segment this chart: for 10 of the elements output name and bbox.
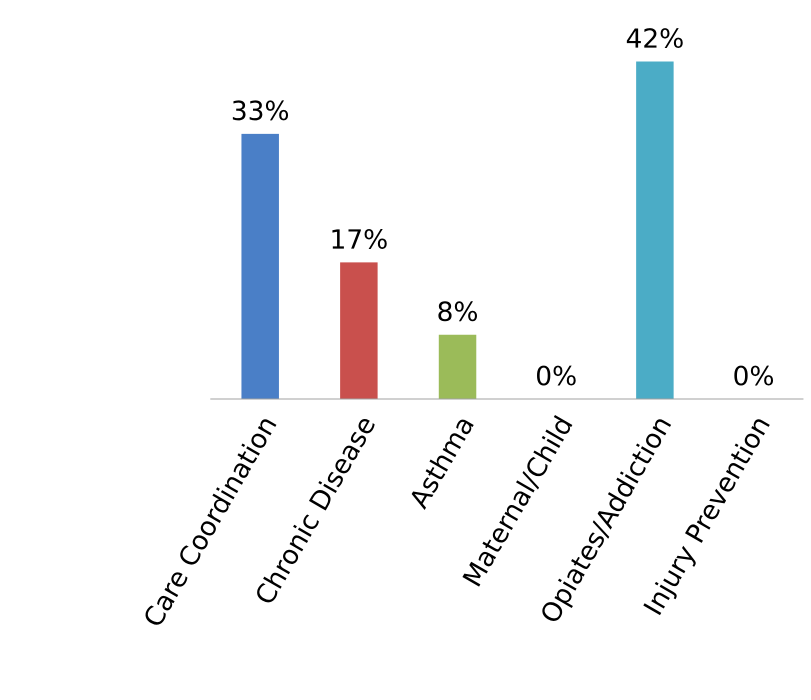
data-label: 0% — [734, 366, 774, 386]
data-label: 33% — [232, 100, 288, 120]
data-label: 0% — [537, 366, 576, 386]
data-label: 17% — [332, 228, 387, 249]
data-label: 8% — [438, 301, 478, 322]
bar — [438, 334, 476, 399]
data-label: 42% — [626, 28, 683, 48]
bar — [241, 134, 279, 399]
bar — [340, 262, 378, 399]
bar — [636, 62, 674, 399]
